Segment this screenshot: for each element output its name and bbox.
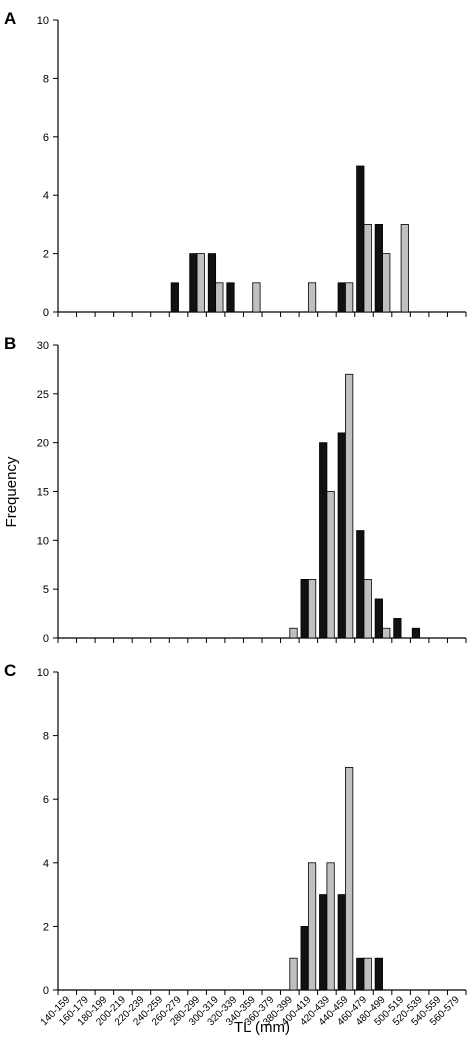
bar-series-2 — [307, 282, 317, 313]
y-tick-label: 6 — [43, 132, 49, 144]
bar-series-2 — [289, 627, 298, 639]
bar-series-2 — [400, 223, 409, 313]
bar-series-2 — [289, 957, 298, 991]
y-axis-title: Frequency — [3, 456, 20, 527]
panel-b: B 0 5 10 15 20 25 30 — [4, 334, 467, 645]
bar-series-1 — [411, 627, 421, 639]
bar-series-1 — [189, 253, 198, 313]
y-tick-label: 0 — [43, 985, 49, 997]
y-tick-label: 5 — [43, 584, 49, 596]
bar-series-1 — [356, 957, 365, 991]
bar-series-2 — [307, 862, 317, 991]
bar-series-1 — [374, 598, 383, 639]
bar-series-2 — [363, 957, 372, 991]
y-tick-label: 10 — [37, 15, 49, 27]
bar-series-2 — [345, 282, 354, 313]
bar-series-2 — [215, 282, 224, 313]
panel-label: B — [4, 334, 16, 353]
y-tick-label: 4 — [43, 190, 49, 202]
bar-series-2 — [382, 627, 391, 639]
bar-series-1 — [374, 957, 383, 991]
bar-series-1 — [170, 282, 179, 313]
bar-series-1 — [356, 165, 365, 313]
y-tick-label: 2 — [43, 921, 49, 933]
bar-series-2 — [363, 223, 372, 313]
y-tick-label: 0 — [43, 633, 49, 645]
bar-series-2 — [326, 491, 335, 639]
bar-series-1 — [226, 282, 235, 313]
bar-series-1 — [300, 579, 309, 639]
y-tick-label: 10 — [37, 667, 49, 679]
panel-label: C — [4, 661, 16, 680]
bar-series-1 — [393, 618, 402, 639]
y-tick-label: 8 — [43, 731, 49, 743]
bar-series-2 — [196, 253, 205, 313]
bar-series-1 — [319, 442, 328, 639]
y-tick-label: 15 — [37, 487, 49, 499]
panel-label: A — [4, 9, 16, 28]
y-tick-label: 8 — [43, 73, 49, 85]
bar-series-2 — [382, 253, 391, 313]
bar-series-2 — [326, 862, 335, 991]
panel-a: A 0 2 4 6 8 10 — [4, 9, 467, 319]
x-axis-title: TL (mm) — [234, 1019, 290, 1036]
bar-series-2 — [252, 282, 261, 313]
bar-series-2 — [345, 373, 354, 639]
bar-series-1 — [337, 432, 346, 639]
y-tick-label: 0 — [43, 307, 49, 319]
y-tick-label: 6 — [43, 794, 49, 806]
bar-series-1 — [374, 223, 383, 313]
bar-series-1 — [319, 894, 328, 991]
y-tick-label: 10 — [37, 535, 49, 547]
bar-series-2 — [363, 579, 372, 639]
bar-series-1 — [337, 282, 346, 313]
y-tick-label: 2 — [43, 249, 49, 261]
y-tick-label: 20 — [37, 438, 49, 450]
bar-series-1 — [337, 894, 346, 991]
y-tick-label: 4 — [43, 858, 49, 870]
bar-series-1 — [300, 926, 309, 991]
bar-series-2 — [307, 579, 317, 639]
bar-series-1 — [207, 253, 217, 313]
bar-series-1 — [356, 530, 365, 639]
y-tick-label: 25 — [37, 389, 49, 401]
panel-c: C 0 2 4 6 8 10 — [4, 661, 467, 997]
y-tick-label: 30 — [37, 340, 49, 352]
bar-series-2 — [345, 767, 354, 991]
